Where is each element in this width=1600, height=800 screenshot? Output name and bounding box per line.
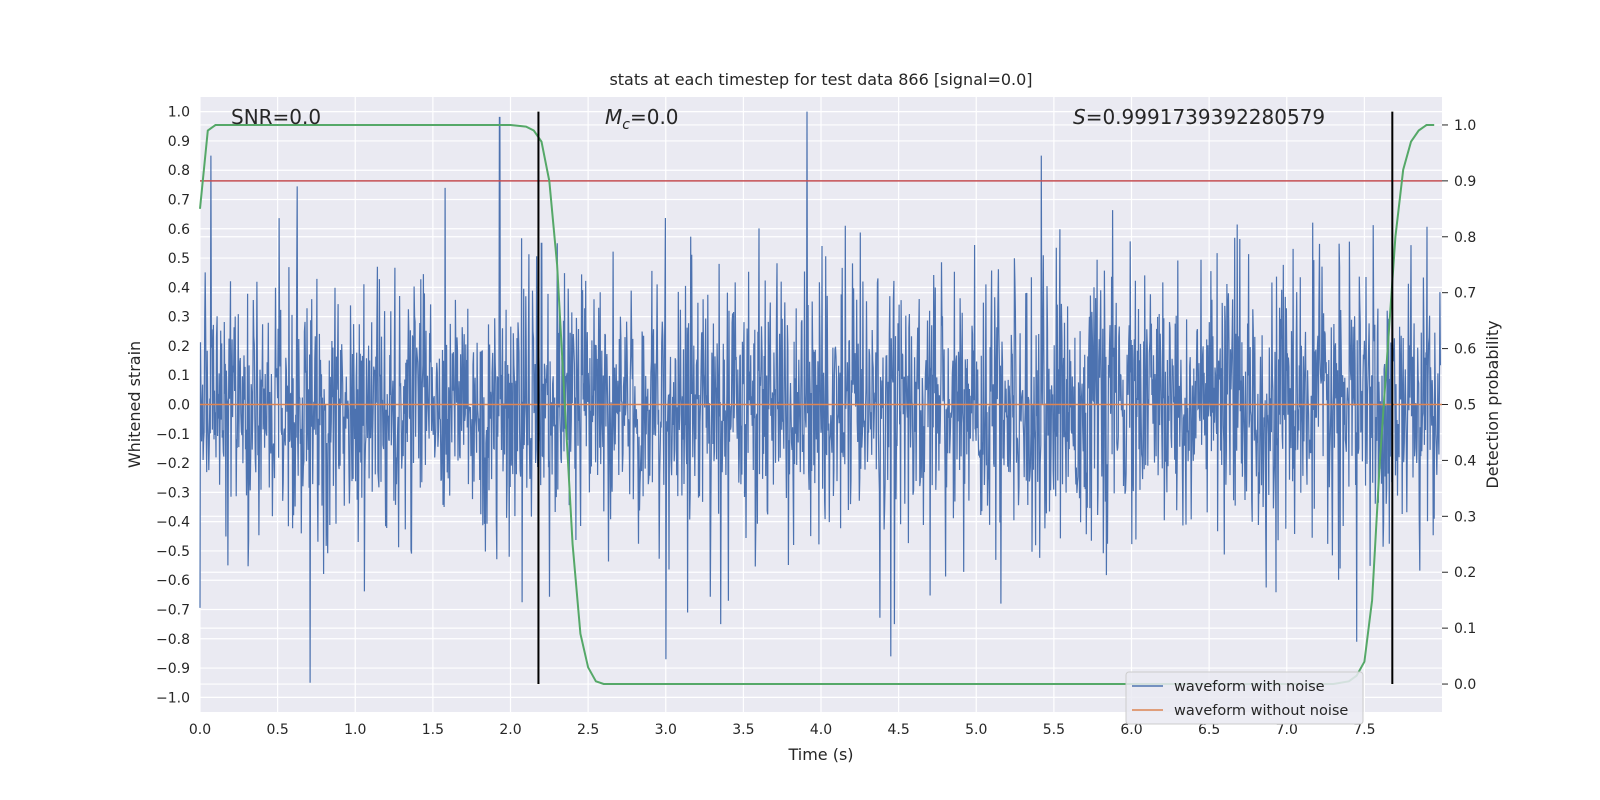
x-tick-label: 0.0: [189, 722, 211, 738]
y-tick-label: 0.1: [168, 368, 190, 384]
y-tick-label: 0.5: [168, 251, 190, 267]
y2-tick-label: 0.1: [1454, 621, 1476, 637]
x-tick-label: 5.0: [965, 722, 987, 738]
y2-tick-label: 0.6: [1454, 342, 1476, 358]
y2-tick-label: 0.2: [1454, 565, 1476, 581]
y2-axis-label: Detection probability: [1483, 320, 1502, 488]
annotation-snr: SNR=0.0: [231, 105, 321, 129]
y2-tick-label: 0.9: [1454, 174, 1476, 190]
y-tick-label: 0.2: [168, 339, 190, 355]
x-tick-label: 5.5: [1043, 722, 1065, 738]
annotation-chirp-mass: Mc=0.0: [605, 105, 679, 133]
y-tick-label: 0.3: [168, 310, 190, 326]
y-tick-label: 0.8: [168, 163, 190, 179]
annotation-s-symbol: S: [1073, 105, 1086, 129]
y-tick-label: 0.9: [168, 134, 190, 150]
y2-tick-label: 0.3: [1454, 509, 1476, 525]
x-tick-label: 3.0: [655, 722, 677, 738]
y2-tick-label: 0.4: [1454, 453, 1476, 469]
x-tick-label: 2.5: [577, 722, 599, 738]
legend: waveform with noise waveform without noi…: [1126, 672, 1363, 724]
x-tick-label: 2.0: [499, 722, 521, 738]
x-tick-label: 4.0: [810, 722, 832, 738]
annotation-s-statistic: S=0.9991739392280579: [1073, 105, 1325, 129]
legend-label-waveform-without-noise: waveform without noise: [1174, 703, 1348, 719]
y-tick-label: 0.7: [168, 193, 190, 209]
y-tick-label: −1.0: [156, 690, 190, 706]
x-tick-label: 3.5: [732, 722, 754, 738]
y2-tick-label: 1.0: [1454, 118, 1476, 134]
y2-tick-label: 0.7: [1454, 286, 1476, 302]
y2-tick-label: 0.8: [1454, 230, 1476, 246]
x-tick-label: 1.0: [344, 722, 366, 738]
annotation-mc-symbol: M: [605, 105, 622, 129]
y-tick-label: 0.6: [168, 222, 190, 238]
y2-tick-label: 0.0: [1454, 677, 1476, 693]
y-tick-label: −0.8: [156, 632, 190, 648]
x-tick-label: 0.5: [266, 722, 288, 738]
y-tick-label: −0.6: [156, 573, 190, 589]
chart-title: stats at each timestep for test data 866…: [609, 70, 1032, 89]
y2-tick-label: 0.5: [1454, 398, 1476, 414]
y-tick-label: −0.7: [156, 603, 190, 619]
y-tick-label: −0.4: [156, 515, 190, 531]
y-tick-label: 0.0: [168, 398, 190, 414]
annotation-s-value: =0.9991739392280579: [1086, 105, 1325, 129]
y-tick-label: −0.5: [156, 544, 190, 560]
annotation-mc-value: =0.0: [630, 105, 679, 129]
x-tick-label: 1.5: [422, 722, 444, 738]
y-tick-label: −0.2: [156, 456, 190, 472]
legend-label-waveform-with-noise: waveform with noise: [1174, 679, 1325, 695]
y-axis-label: Whitened strain: [125, 341, 144, 468]
y-tick-label: 0.4: [168, 280, 190, 296]
x-axis-label: Time (s): [787, 745, 853, 764]
y-tick-label: −0.1: [156, 427, 190, 443]
y-tick-label: −0.3: [156, 485, 190, 501]
y-tick-label: 1.0: [168, 105, 190, 121]
x-tick-label: 4.5: [887, 722, 909, 738]
y-tick-label: −0.9: [156, 661, 190, 677]
